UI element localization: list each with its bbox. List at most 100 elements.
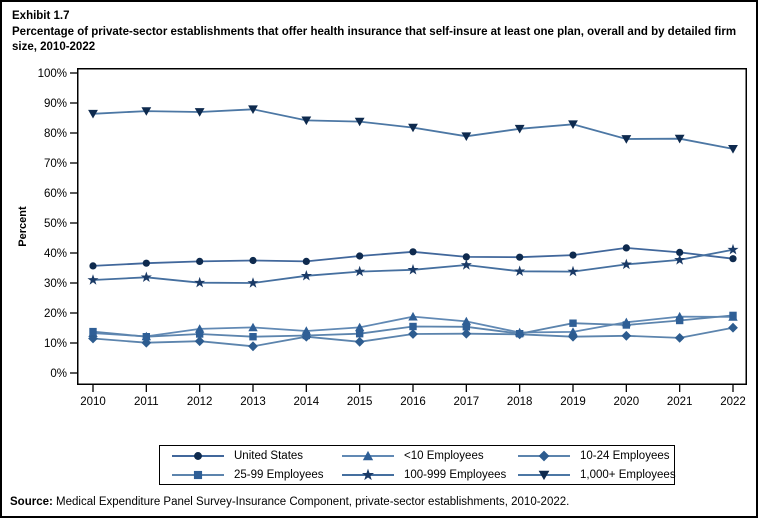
legend-item-100-999-employees: 100-999 Employees <box>340 467 516 483</box>
series-100-999-employees <box>87 243 739 288</box>
point-25-99-employees-2014 <box>302 331 311 340</box>
point-10-24-employees-2013 <box>248 341 258 352</box>
point-25-99-employees-2011 <box>142 333 151 341</box>
point-25-99-employees-2018 <box>515 330 524 338</box>
legend-label-1-000-employees: 1,000+ Employees <box>580 468 676 481</box>
x-tick-label-2017: 2017 <box>454 396 480 408</box>
point-25-99-employees-2010 <box>89 327 97 336</box>
point-united-states-2011 <box>142 259 150 267</box>
point-1-000-employees-2014 <box>301 116 312 126</box>
y-axis-label: Percent <box>17 206 29 247</box>
point-100-999-employees-2021 <box>674 254 686 265</box>
y-tick-label-80: 80% <box>44 128 67 140</box>
point-100-999-employees-2010 <box>87 274 99 285</box>
legend-item-1-000-employees: 1,000+ Employees <box>516 467 678 483</box>
series-1-000-employees <box>88 105 738 154</box>
point-united-states-2021 <box>676 248 684 256</box>
point-10-24-employees-2015 <box>354 336 365 347</box>
legend-marker-100-999-employees-icon <box>342 468 394 480</box>
y-tick-label-100: 100% <box>38 68 67 80</box>
point-10-employees-2013 <box>248 322 258 332</box>
legend-item-10-24-employees: 10-24 Employees <box>516 448 678 464</box>
point-10-24-employees-2012 <box>194 336 205 347</box>
legend-marker-10-24-employees-icon <box>518 450 570 461</box>
point-1-000-employees-2013 <box>248 105 258 114</box>
y-tick-label-0: 0% <box>50 368 67 380</box>
point-100-999-employees-2013 <box>247 277 259 288</box>
point-united-states-2012 <box>196 257 204 265</box>
x-tick-label-2019: 2019 <box>560 396 586 408</box>
x-tick-label-2018: 2018 <box>507 396 533 408</box>
point-1-000-employees-2019 <box>568 120 578 129</box>
point-united-states-2014 <box>302 257 310 265</box>
point-100-999-employees-2020 <box>620 258 632 270</box>
source-label: Source: <box>10 496 53 508</box>
point-25-99-employees-2013 <box>249 333 257 341</box>
point-1-000-employees-2010 <box>88 109 98 119</box>
point-25-99-employees-2022 <box>729 311 737 320</box>
x-tick-label-2021: 2021 <box>667 396 693 408</box>
x-tick-label-2022: 2022 <box>720 396 746 408</box>
y-tick-label-70: 70% <box>44 158 67 170</box>
point-united-states-2015 <box>356 252 364 260</box>
point-1-000-employees-2015 <box>354 117 365 127</box>
source-line: Source: Medical Expenditure Panel Survey… <box>10 496 752 508</box>
point-1-000-employees-2020 <box>621 135 632 144</box>
point-10-employees-2015 <box>354 322 365 332</box>
point-25-99-employees-2016 <box>409 322 417 331</box>
title-block: Exhibit 1.7 Percentage of private-sector… <box>12 9 754 56</box>
legend-marker-united-states-icon <box>172 451 224 460</box>
plot-frame <box>77 68 747 385</box>
point-10-24-employees-2022 <box>728 322 738 333</box>
series-united-states <box>89 244 737 270</box>
point-united-states-2022 <box>729 255 737 263</box>
point-1-000-employees-2021 <box>674 134 685 144</box>
point-100-999-employees-2012 <box>194 276 206 288</box>
legend-label-united-states: United States <box>234 449 304 462</box>
point-25-99-employees-2021 <box>675 316 684 325</box>
y-tick-label-90: 90% <box>44 98 67 110</box>
x-tick-label-2020: 2020 <box>614 396 640 408</box>
point-100-999-employees-2022 <box>727 243 739 255</box>
point-100-999-employees-2019 <box>567 265 579 277</box>
point-100-999-employees-2014 <box>300 270 312 281</box>
point-1-000-employees-2018 <box>514 124 525 134</box>
point-10-24-employees-2010 <box>88 333 98 344</box>
point-1-000-employees-2011 <box>141 107 152 116</box>
chart-title: Percentage of private-sector establishme… <box>12 25 737 54</box>
point-25-99-employees-2015 <box>355 330 364 338</box>
point-10-employees-2016 <box>408 311 418 321</box>
y-tick-label-20: 20% <box>44 308 67 320</box>
x-tick-label-2010: 2010 <box>80 396 106 408</box>
point-united-states-2019 <box>569 251 577 259</box>
y-tick-label-30: 30% <box>44 278 67 290</box>
legend-label-10-employees: <10 Employees <box>404 449 484 462</box>
y-tick-label-40: 40% <box>44 248 67 260</box>
legend-marker-1-000-employees-icon <box>518 470 570 480</box>
y-tick-label-50: 50% <box>44 218 67 230</box>
point-100-999-employees-2017 <box>460 259 472 270</box>
point-25-99-employees-2020 <box>622 321 631 329</box>
legend-marker-25-99-employees-icon <box>172 470 224 479</box>
x-tick-label-2016: 2016 <box>400 396 426 408</box>
series-25-99-employees <box>89 311 737 341</box>
point-united-states-2017 <box>462 253 470 261</box>
point-25-99-employees-2017 <box>462 323 471 331</box>
point-united-states-2010 <box>89 262 97 270</box>
point-1-000-employees-2016 <box>408 123 418 133</box>
x-tick-label-2014: 2014 <box>294 396 320 408</box>
point-1-000-employees-2017 <box>461 132 472 141</box>
x-tick-label-2013: 2013 <box>240 396 266 408</box>
point-united-states-2020 <box>622 244 630 252</box>
legend-label-10-24-employees: 10-24 Employees <box>580 449 670 462</box>
legend-label-25-99-employees: 25-99 Employees <box>234 468 324 481</box>
legend-marker-10-employees-icon <box>342 450 394 460</box>
x-tick-label-2011: 2011 <box>134 396 159 408</box>
source-text: Medical Expenditure Panel Survey-Insuran… <box>52 496 570 508</box>
point-100-999-employees-2016 <box>407 264 419 275</box>
point-united-states-2016 <box>409 248 417 256</box>
x-tick-label-2015: 2015 <box>347 396 373 408</box>
x-tick-label-2012: 2012 <box>187 396 213 408</box>
